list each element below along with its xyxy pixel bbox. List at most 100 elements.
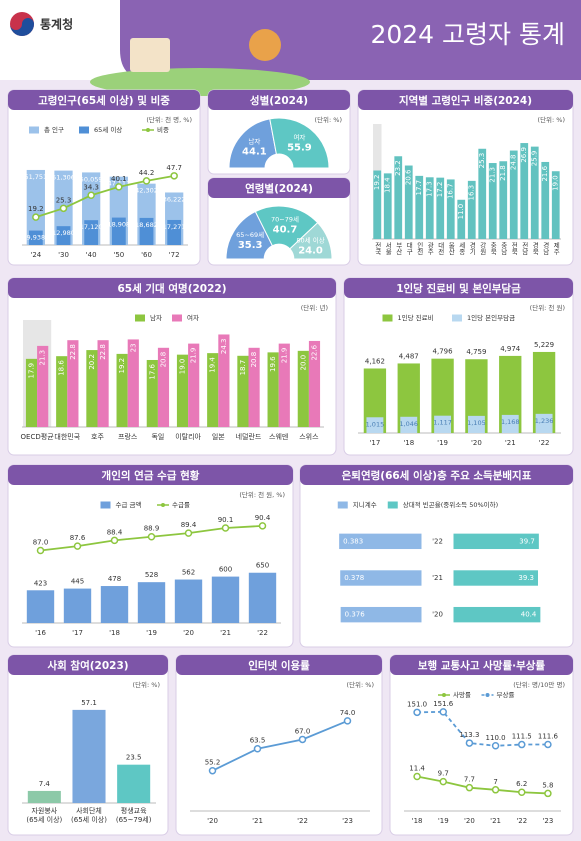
panel-title-bar [8,278,336,298]
bar [139,217,154,245]
panel-title-bar [208,178,350,198]
value-label: 18,682 [135,221,158,229]
panel-title-bar [390,655,573,675]
value-label: 17.3 [426,181,434,197]
point [518,740,526,749]
value-label: 74.0 [340,709,356,717]
x-tick-label: '18 [109,629,120,637]
value-label: 20.2 [88,354,96,370]
bar [63,588,92,623]
x-tick-label: '16 [35,629,46,637]
value-label: 39.3 [518,574,534,582]
value-label: 87.0 [33,539,49,547]
y-tick-label: '21 [432,574,443,582]
value-label: 1,236 [535,417,554,425]
value-label: 88.4 [107,528,123,536]
value-label: 88.9 [144,525,160,533]
point [413,708,421,717]
panel-title-bar [176,655,382,675]
bar [373,170,382,239]
x-tick-label: 호주 [91,433,104,441]
legend-label: 사망률 [453,690,471,699]
value-label: 19.2 [118,358,126,374]
x-tick-label: 대구 [405,242,413,256]
x-tick-label: '17 [72,629,83,637]
value-label: 5,229 [534,341,554,349]
point [413,772,421,781]
panel-title: 연령별(2024) [245,182,313,195]
bar [363,368,387,433]
bar [56,226,71,245]
unit-label: (단위: %) [347,680,374,689]
value-label: 9,938 [27,234,46,242]
line [212,720,348,772]
value-label: 650 [256,562,269,570]
bar [100,586,129,623]
point [87,191,95,200]
piggy-bank [249,29,281,61]
x-tick-label: '19 [438,817,449,825]
legend-label: 1인당 본인부담금 [467,313,515,322]
value-label: 19.2 [373,175,381,191]
x-tick-label: '20 [207,817,218,825]
value-label: 17.6 [148,363,156,379]
value-label: 151.6 [433,700,454,708]
point [184,529,193,537]
x-tick-label: '23 [342,817,353,825]
value-label: 110.0 [486,734,506,742]
value-label: 23 [129,343,137,352]
value-label: 4,796 [433,348,454,356]
value-label: 19.4 [209,357,217,373]
bar [425,177,434,239]
value-label: 1,015 [366,420,385,428]
x-tick-label: '17 [369,439,380,447]
legend-swatch [172,314,182,322]
panel-title-bar [208,90,350,110]
bar [176,354,189,427]
x-tick-label: 서울 [384,241,392,256]
bar [467,180,476,239]
bar [117,764,151,803]
x-tick-label: '50 [113,251,124,259]
bar [431,358,454,433]
panel-title-bar [358,90,573,110]
legend-swatch [382,314,393,322]
x-tick-label: '21 [505,439,516,447]
value-label: 51,751 [24,173,47,181]
value-label: 67.0 [295,727,311,735]
legend-label: 수급 금액 [116,501,142,509]
value-label: 89.4 [181,521,197,529]
panel-title: 지역별 고령인구 비중(2024) [399,94,532,107]
panel-title: 성별(2024) [250,94,308,107]
slice-value: 44.1 [242,147,267,158]
x-tick-label: OECD평균 [21,432,55,441]
bar [86,350,98,427]
bar [297,350,309,427]
point [544,740,552,749]
bar [157,347,170,427]
bar [453,533,539,550]
value-label: 25.3 [478,153,486,169]
x-tick-label: 자원봉사 (65세 이상) [26,807,63,824]
value-label: 24.3 [220,338,228,354]
x-tick-label: 세종 [457,241,465,256]
value-label: 151.0 [407,700,427,708]
x-tick-label: '20 [183,629,194,637]
bar [137,582,166,623]
bar [211,576,240,623]
point [36,546,45,555]
slice-label: 70~79세 [271,215,299,224]
panel-title-bar [8,90,200,110]
value-label: 11.0 [457,204,465,220]
x-tick-label: '19 [146,629,157,637]
x-tick-label: '21 [220,629,231,637]
value-label: 57.1 [81,699,97,707]
value-label: 19.2 [28,205,44,213]
legend-label: 총 인구 [44,125,64,134]
point [147,532,156,541]
x-tick-label: 울산 [447,242,455,256]
unit-label: (단위: 천 원, %) [239,490,285,499]
bar [56,356,68,427]
value-label: 7.7 [464,776,475,784]
value-label: 20.6 [405,169,413,185]
